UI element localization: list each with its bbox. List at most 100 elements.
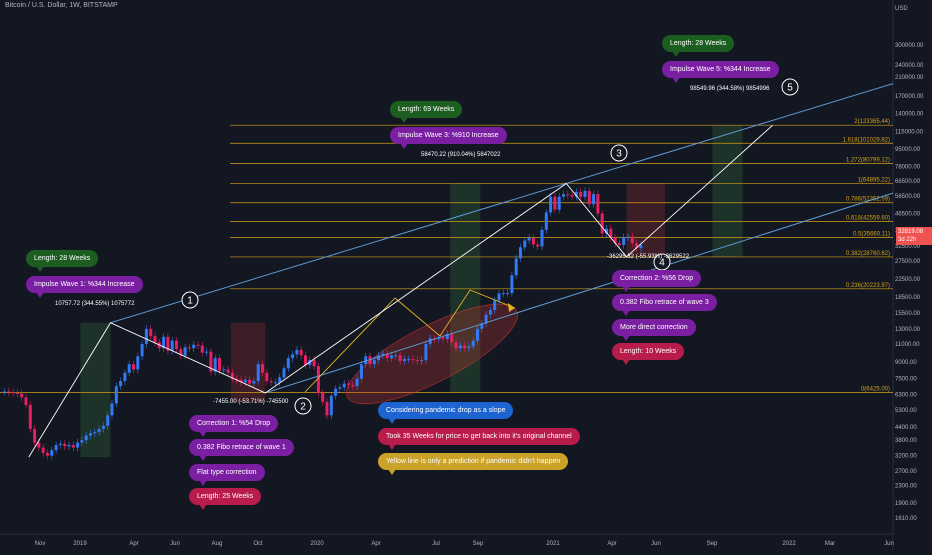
- candle-body: [411, 359, 415, 361]
- candle-body: [540, 229, 544, 247]
- candle-body: [33, 428, 37, 443]
- candle-body: [566, 194, 570, 196]
- candle-body: [140, 343, 144, 357]
- measure-wave3: 58470.22 (910.04%) 5847022: [421, 152, 501, 158]
- callout-pandemic-slope[interactable]: Considering pandemic drop as a slope: [378, 402, 514, 424]
- candle-body: [153, 336, 157, 343]
- candle-body: [261, 364, 264, 373]
- price-axis-unit: USD: [895, 6, 908, 12]
- price-axis-label: 13000.00: [895, 327, 921, 333]
- price-axis-label: 15500.00: [895, 311, 921, 317]
- callout-correction1-drop[interactable]: Correction 1: %54 Drop: [189, 415, 279, 437]
- price-axis-label: 210000.00: [895, 75, 924, 81]
- prediction-arrowhead: [508, 303, 515, 312]
- candle-body: [329, 395, 333, 416]
- wave4-duration-box: [626, 183, 666, 257]
- price-axis-label: 32500.00: [895, 244, 921, 250]
- time-axis-label: Oct: [253, 541, 263, 547]
- candle-body: [170, 340, 174, 351]
- callout-wave5-increase[interactable]: Impulse Wave 5: %344 Increase: [662, 61, 779, 83]
- candle-body: [510, 275, 514, 294]
- time-axis-label: 2020: [310, 541, 324, 547]
- candle-body: [355, 378, 359, 387]
- wave-label-1: 1: [187, 296, 193, 307]
- candle-body: [80, 440, 84, 443]
- wave-label-3: 3: [616, 149, 622, 160]
- price-axis-label: 140000.00: [895, 112, 924, 118]
- price-axis-label: 46500.00: [895, 211, 921, 217]
- candle-body: [630, 236, 634, 244]
- price-axis-label: 66500.00: [895, 179, 921, 185]
- candle-body: [218, 358, 221, 371]
- price-axis-label: 18500.00: [895, 295, 921, 301]
- callout-correction2-fibo[interactable]: 0.382 Fibo retrace of wave 3: [612, 294, 717, 316]
- candle-body: [226, 369, 230, 373]
- time-axis-label: Apr: [129, 541, 138, 547]
- candle-body: [209, 351, 213, 372]
- candle-body: [377, 355, 381, 361]
- wave3-duration-box: [450, 183, 481, 393]
- measure-wave4: -36295.32 (-55.93%) -3629522: [607, 254, 690, 260]
- callout-correction1-fibo[interactable]: 0.382 Fibo retrace of wave 1: [189, 439, 294, 461]
- price-axis-label: 56500.00: [895, 194, 921, 200]
- wave-label-4: 4: [659, 258, 665, 269]
- time-axis-label: 2022: [782, 541, 796, 547]
- callout-wave3-length[interactable]: Length: 69 Weeks: [390, 101, 463, 123]
- time-axis-label: Apr: [371, 541, 380, 547]
- wave-label-2: 2: [300, 402, 306, 413]
- price-axis-label: 22500.00: [895, 277, 921, 283]
- candle-body: [46, 452, 49, 456]
- callout-correction1-length[interactable]: Length: 25 Weeks: [189, 488, 262, 510]
- callout-channel-return[interactable]: Took 35 Weeks for price to get back into…: [378, 428, 580, 450]
- candle-body: [484, 314, 488, 324]
- candle-body: [596, 194, 600, 214]
- candle-body: [467, 346, 471, 349]
- fib-level-label: 0.5(35660.11): [853, 231, 890, 237]
- wave5-duration-box: [712, 125, 743, 257]
- fib-level-label: 0.382(28760.62): [846, 251, 890, 257]
- candle-body: [424, 343, 428, 361]
- price-axis-label: 3800.00: [895, 438, 917, 444]
- candle-body: [114, 386, 118, 404]
- candle-body: [273, 382, 277, 384]
- time-axis-label: Jun: [884, 541, 894, 547]
- callout-wave3-increase[interactable]: Impulse Wave 3: %910 Increase: [390, 127, 507, 149]
- elliott-wave-line: [28, 124, 774, 458]
- candle-body: [243, 379, 247, 383]
- candle-body: [437, 337, 441, 340]
- candle-body: [123, 372, 127, 382]
- candle-body: [420, 360, 424, 362]
- measure-wave5: 98549.96 (344.58%) 9854996: [690, 86, 770, 92]
- price-axis-label: 95000.00: [895, 147, 921, 153]
- current-price-tag: 32819.08 3d 22h: [896, 227, 932, 245]
- time-axis-label: 2021: [546, 541, 560, 547]
- callout-wave1-increase[interactable]: Impulse Wave 1: %344 Increase: [26, 276, 143, 298]
- candle-body: [415, 360, 419, 362]
- callout-wave1-length[interactable]: Length: 28 Weeks: [26, 250, 99, 272]
- price-axis-label: 27500.00: [895, 259, 921, 265]
- callout-yellow-prediction[interactable]: Yellow line is only a prediction if pand…: [378, 453, 569, 475]
- candle-body: [334, 388, 338, 396]
- price-axis-label: 5300.00: [895, 408, 917, 414]
- candle-body: [213, 358, 217, 372]
- candle-body: [278, 377, 282, 383]
- callout-correction1-type[interactable]: Flat type correction: [189, 464, 265, 486]
- candle-body: [626, 236, 630, 238]
- candle-body: [531, 237, 535, 245]
- callout-correction2-length[interactable]: Length: 10 Weeks: [612, 343, 685, 365]
- wave1-duration-box: [80, 322, 111, 458]
- callout-correction2-type[interactable]: More direct correction: [612, 319, 696, 341]
- candle-body: [514, 258, 518, 276]
- candle-body: [24, 397, 28, 406]
- time-axis-label: Apr: [607, 541, 616, 547]
- price-axis-label: 240000.00: [895, 63, 924, 69]
- candle-body: [71, 445, 75, 448]
- callout-correction2-drop[interactable]: Correction 2: %56 Drop: [612, 270, 702, 292]
- callout-wave5-length[interactable]: Length: 28 Weeks: [662, 35, 735, 57]
- candle-body: [583, 190, 587, 197]
- candle-body: [488, 310, 492, 315]
- candle-body: [338, 387, 342, 389]
- candle-body: [149, 328, 153, 337]
